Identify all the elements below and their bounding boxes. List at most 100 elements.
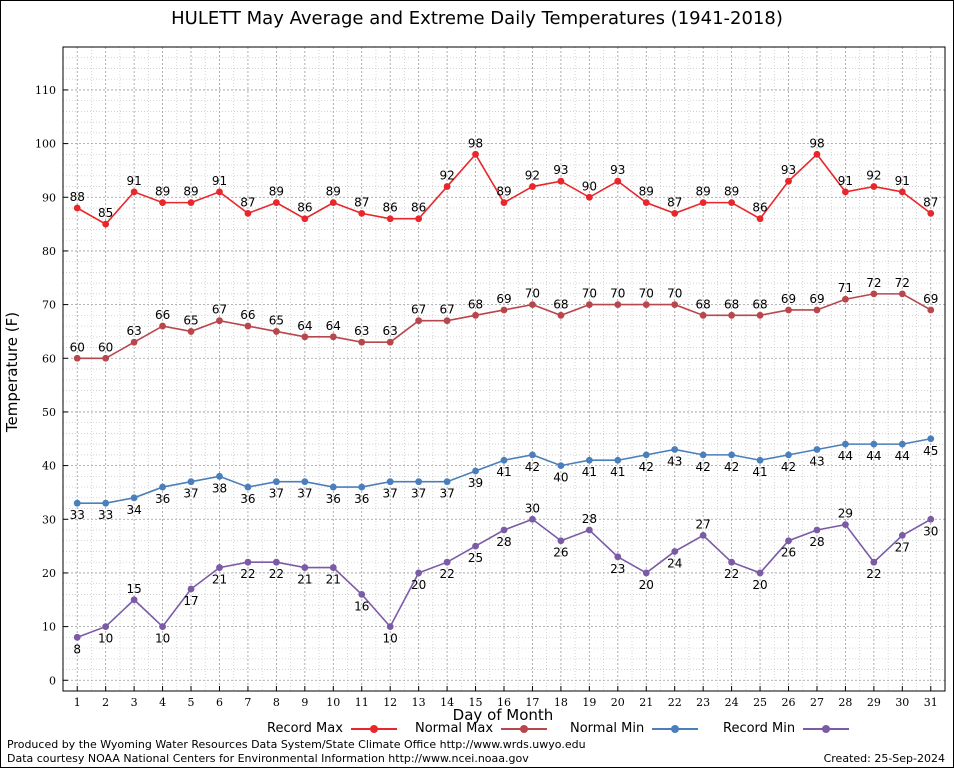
data-label-normal-min: 37 [439,487,454,501]
data-label-record-min: 21 [212,573,227,587]
data-label-record-max: 91 [895,174,910,188]
legend-item-normal-min: Normal Min [570,721,699,736]
data-label-record-min: 30 [923,524,938,538]
x-tick-label: 30 [895,696,909,709]
data-point-record-min [671,548,679,555]
data-label-normal-min: 45 [923,444,938,458]
data-point-record-min [642,569,650,577]
data-label-record-max: 90 [582,179,597,193]
data-label-normal-min: 42 [781,460,796,474]
data-label-record-max: 89 [496,185,511,199]
x-tick-label: 27 [810,696,824,709]
y-tick-label: 30 [42,513,56,526]
data-point-record-min [415,569,423,577]
y-tick-label: 80 [42,245,56,258]
data-point-record-max [272,199,280,207]
data-point-record-max [443,183,451,190]
data-point-record-min [785,537,792,545]
data-point-normal-max [301,333,309,341]
data-label-normal-min: 36 [240,492,255,506]
data-label-record-min: 30 [525,501,540,515]
data-point-normal-min [756,456,764,464]
data-point-record-max [699,199,707,207]
data-point-record-min [500,526,508,534]
legend-item-record-max: Record Max [267,721,397,736]
data-label-record-max: 87 [923,195,938,209]
legend-label: Record Min [723,721,796,736]
x-tick-label: 24 [725,696,739,709]
data-point-normal-min [500,456,508,464]
legend-item-record-min: Record Min [723,721,850,736]
data-point-normal-min [272,478,280,486]
data-label-normal-max: 67 [212,303,227,317]
data-point-normal-max [443,317,451,325]
data-point-record-min [756,569,764,577]
data-label-record-min: 20 [752,578,767,592]
data-label-record-min: 20 [411,578,426,592]
data-label-record-max: 89 [155,185,170,199]
data-label-normal-max: 68 [553,297,568,311]
data-label-record-max: 98 [468,136,483,150]
legend-label: Normal Max [415,721,494,736]
data-label-record-min: 28 [496,535,511,549]
data-point-normal-max [500,306,508,314]
data-label-record-min: 17 [183,594,198,608]
x-tick-label: 7 [244,696,251,709]
data-point-record-max [187,199,195,207]
data-label-record-min: 8 [73,642,81,656]
data-point-record-max [898,188,906,196]
x-axis-label: Day of Month [452,706,554,724]
data-label-record-max: 89 [639,185,654,199]
data-label-normal-min: 39 [468,476,483,490]
data-label-normal-min: 38 [212,481,227,495]
data-point-normal-min [187,478,195,486]
data-label-normal-max: 65 [269,313,284,327]
data-point-record-max [671,209,679,217]
data-label-normal-min: 41 [610,465,625,479]
x-tick-label: 19 [582,696,596,709]
data-point-normal-max [728,311,736,319]
x-tick-label: 18 [554,696,568,709]
data-label-record-max: 87 [667,195,682,209]
data-point-record-min [557,537,565,545]
data-point-normal-min [813,446,821,453]
data-point-normal-min [102,499,110,507]
data-label-normal-max: 70 [610,287,625,301]
x-tick-label: 13 [412,696,426,709]
data-point-record-min [329,564,337,571]
data-label-normal-min: 41 [496,465,511,479]
data-point-normal-max [813,306,821,314]
data-label-normal-min: 43 [667,455,682,469]
data-point-record-max [728,199,736,207]
data-label-normal-min: 44 [866,449,881,463]
data-label-record-max: 86 [752,201,767,215]
x-tick-label: 10 [326,696,340,709]
data-point-record-max [102,220,110,228]
x-tick-label: 9 [301,696,308,709]
data-point-normal-max [216,317,223,325]
data-point-record-min [187,585,195,593]
data-label-normal-min: 37 [411,487,426,501]
data-label-normal-min: 42 [639,460,654,474]
data-point-normal-min [614,456,622,464]
x-tick-label: 21 [639,696,653,709]
data-point-normal-max [870,290,878,298]
data-label-normal-max: 72 [895,276,910,290]
data-label-record-min: 27 [696,517,711,531]
data-label-record-min: 29 [838,507,853,521]
x-tick-label: 29 [867,696,881,709]
data-point-record-max [870,183,878,190]
data-label-normal-max: 69 [809,292,824,306]
data-label-record-min: 10 [155,632,170,646]
data-point-normal-min [130,494,138,502]
data-label-record-max: 86 [411,201,426,215]
data-point-normal-min [927,435,935,443]
y-tick-label: 90 [42,191,56,204]
data-point-normal-min [472,467,479,475]
y-tick-label: 10 [42,621,56,634]
data-point-normal-max [329,333,337,341]
y-tick-label: 40 [42,460,56,473]
data-label-record-min: 26 [553,546,568,560]
data-point-record-max [614,177,622,185]
